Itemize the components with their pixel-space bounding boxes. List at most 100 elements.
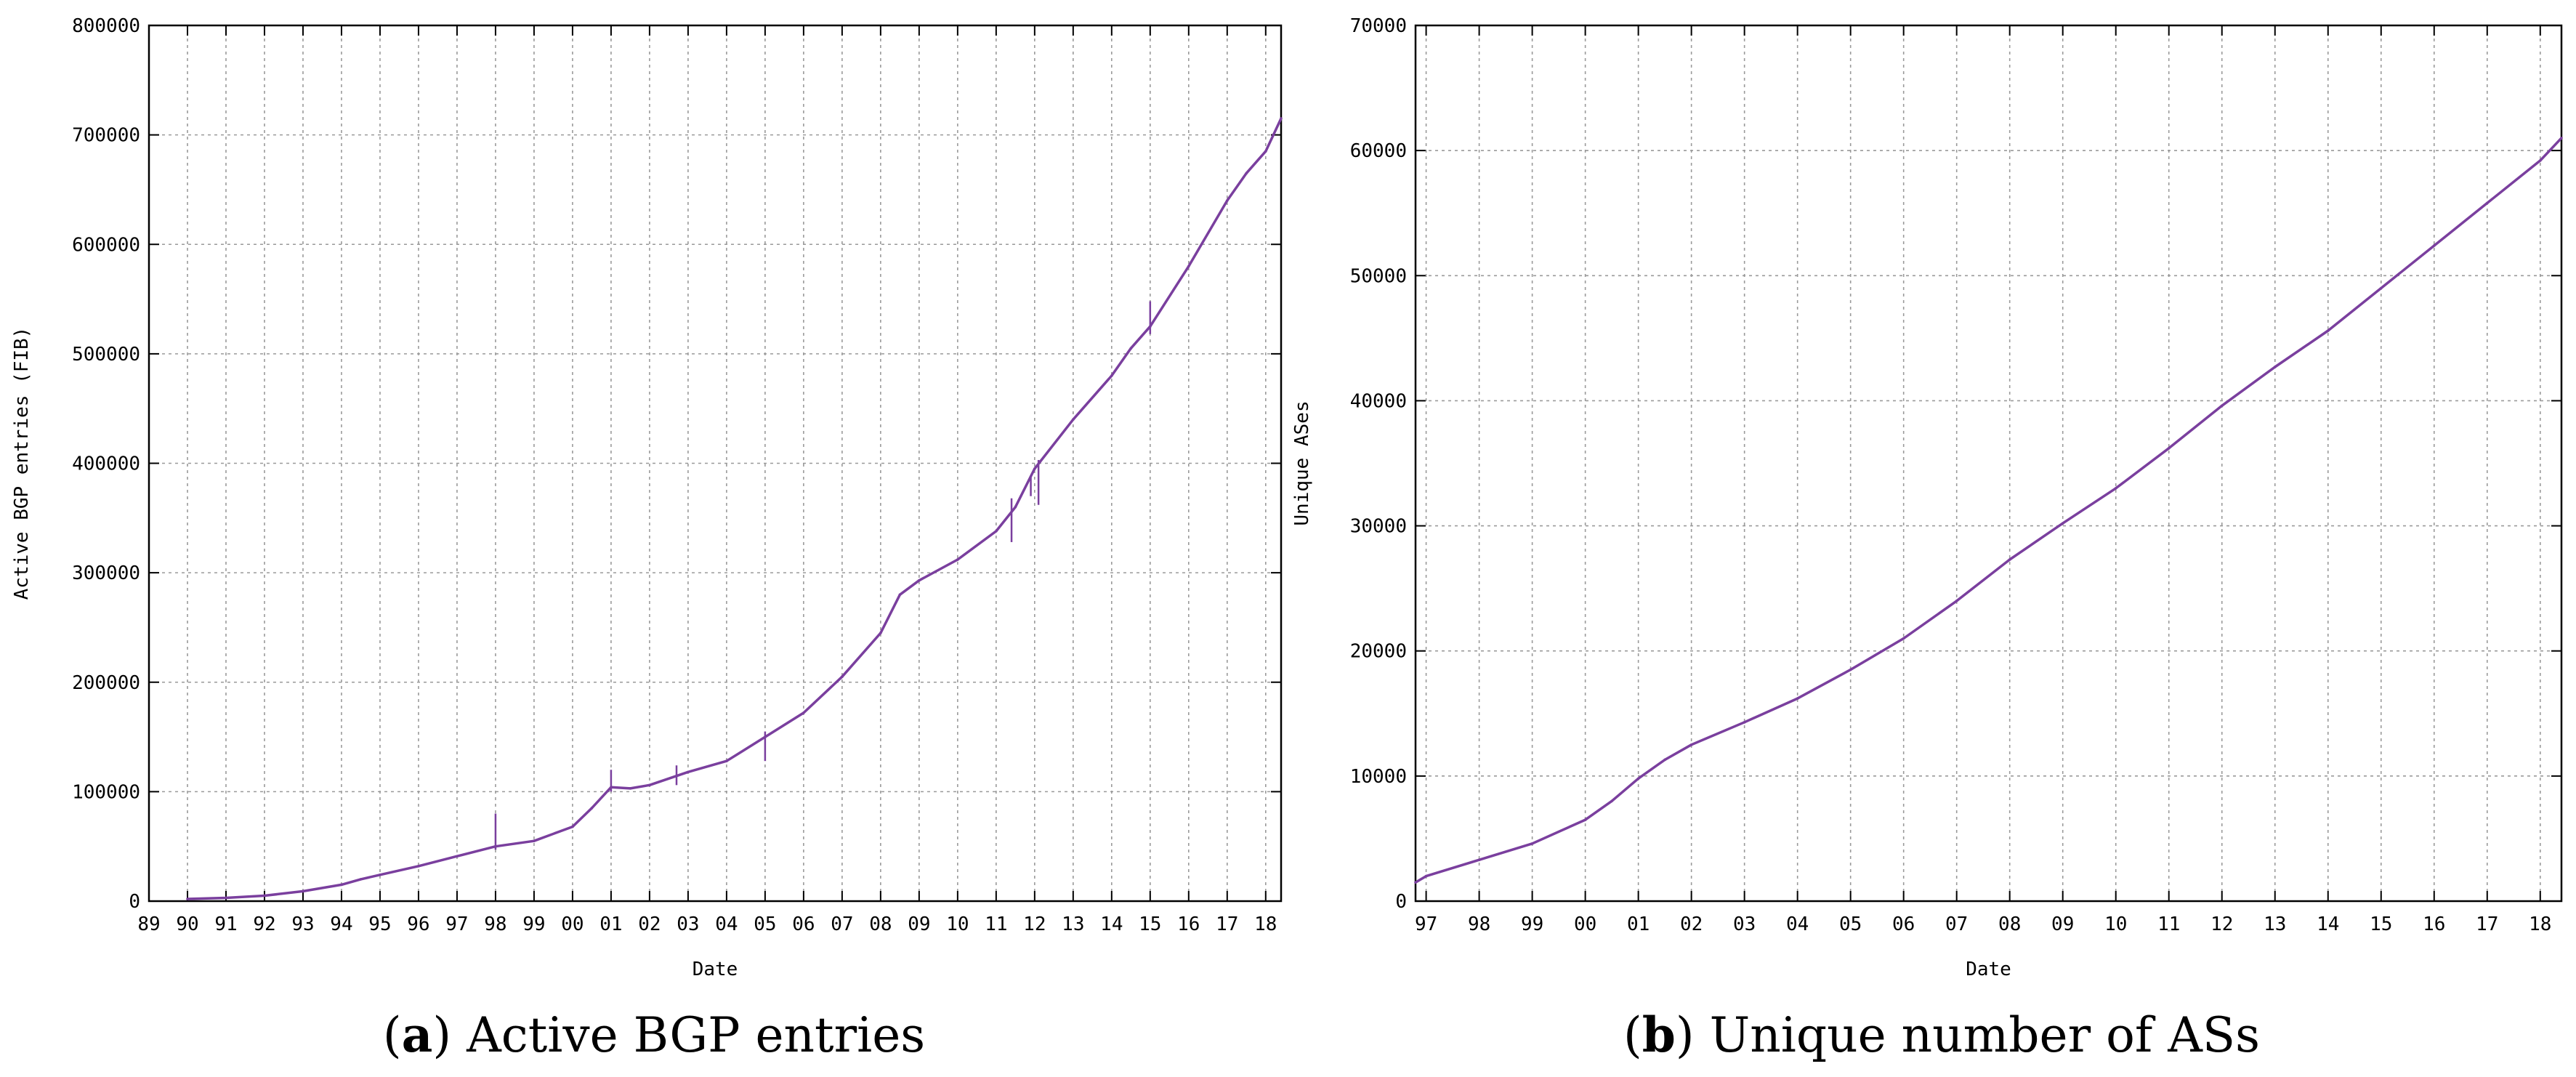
data-point (2432, 244, 2436, 247)
x-tick-label: 00 (561, 913, 584, 935)
y-tick-label: 100000 (72, 781, 140, 803)
data-point (956, 558, 959, 561)
data-point (1033, 467, 1036, 470)
chart-b: 0 10000 20000 30000 40000 50000 60000 70000 97 98… (1291, 15, 2563, 980)
data-point (1129, 347, 1133, 350)
x-tick-label: 12 (2210, 913, 2233, 935)
x-tick-label: 16 (1177, 913, 1200, 935)
x-tick-label: 10 (2104, 913, 2127, 935)
caption-b: (b) Unique number of ASs (1623, 1007, 2260, 1063)
x-tick-label: 99 (1521, 913, 1543, 935)
data-point (359, 878, 363, 881)
data-point (2008, 558, 2011, 561)
x-tick-label: 02 (1680, 913, 1703, 935)
data-point (1072, 418, 1075, 421)
plot-frame (1414, 24, 2563, 903)
data-point (1743, 721, 1746, 724)
data-point (1530, 842, 1534, 845)
x-tick-label: 09 (2051, 913, 2074, 935)
data-point (2326, 329, 2330, 332)
x-tick-label: 97 (445, 913, 468, 935)
data-point (2061, 522, 2064, 525)
data-point (263, 894, 266, 898)
x-tick-label: 13 (1062, 913, 1084, 935)
series-line (1415, 137, 2563, 884)
data-point (2560, 137, 2563, 140)
data-point (340, 883, 343, 887)
y-tick-label: 0 (129, 891, 140, 913)
data-point (2538, 159, 2542, 162)
x-tick-label: 03 (1733, 913, 1756, 935)
x-tick-label: 07 (831, 913, 853, 935)
data-point (533, 839, 536, 842)
data-point (2485, 201, 2489, 205)
y-tick-label: 200000 (72, 672, 140, 694)
x-tick-label: 04 (715, 913, 738, 935)
series-line (187, 118, 1283, 900)
y-tick-label: 800000 (72, 15, 140, 37)
x-tick-label: 98 (484, 913, 506, 935)
x-tick-label: 90 (176, 913, 198, 935)
plot-frame (148, 24, 1283, 903)
y-tick-label: 10000 (1350, 766, 1407, 788)
x-tick-label: 12 (1023, 913, 1046, 935)
data-point (1663, 758, 1666, 762)
x-tick-label: 06 (1892, 913, 1915, 935)
x-tick-label: 15 (1139, 913, 1161, 935)
data-point (1110, 374, 1113, 377)
y-tick-label: 700000 (72, 125, 140, 147)
x-tick-label: 05 (1839, 913, 1862, 935)
x-tick-label: 14 (1100, 913, 1123, 935)
y-tick-label: 40000 (1350, 390, 1407, 412)
data-point (379, 874, 381, 876)
x-axis-title: Date (693, 959, 738, 980)
x-tick-label: 97 (1415, 913, 1437, 935)
x-tick-label: 00 (1574, 913, 1596, 935)
data-point (995, 530, 998, 533)
x-tick-label: 13 (2264, 913, 2286, 935)
y-tick-label: 300000 (72, 562, 140, 584)
caption-b-letter: b (1642, 1007, 1676, 1063)
data-point (1583, 818, 1587, 821)
data-point (802, 711, 805, 714)
y-axis-title: Unique ASes (1291, 400, 1313, 525)
x-tick-label: 99 (522, 913, 545, 935)
data-point (571, 825, 574, 828)
caption-a: (a) Active BGP entries (382, 1007, 926, 1063)
y-tick-label: 60000 (1350, 140, 1407, 162)
data-point (2379, 286, 2383, 290)
data-point (918, 578, 921, 582)
data-point (1245, 172, 1248, 175)
data-point (1689, 743, 1693, 746)
x-tick-label: 17 (2476, 913, 2498, 935)
x-tick-label: 10 (946, 913, 969, 935)
y-tick-label: 30000 (1350, 516, 1407, 538)
caption-b-text: Unique number of ASs (1709, 1007, 2260, 1063)
data-point (841, 675, 844, 679)
data-point (2273, 366, 2277, 368)
x-tick-label: 05 (754, 913, 776, 935)
data-point (186, 898, 189, 900)
data-point (1014, 505, 1017, 509)
data-point (456, 855, 459, 858)
x-tick-label: 94 (330, 913, 352, 935)
data-point (1424, 874, 1428, 878)
data-point (1796, 697, 1799, 700)
y-tick-label: 600000 (72, 234, 140, 256)
data-point (2220, 404, 2224, 408)
data-point (1264, 150, 1267, 153)
x-tick-label: 89 (137, 913, 160, 935)
x-tick-label: 06 (792, 913, 815, 935)
x-tick-label: 18 (1254, 913, 1277, 935)
data-point (2114, 487, 2117, 490)
data-point (2167, 447, 2171, 450)
x-tick-label: 11 (2157, 913, 2180, 935)
x-tick-label: 07 (1945, 913, 1968, 935)
x-tick-label: 02 (638, 913, 661, 935)
x-tick-label: 92 (253, 913, 275, 935)
x-tick-label: 93 (291, 913, 314, 935)
data-point (1636, 777, 1640, 780)
data-point (687, 770, 690, 774)
x-tick-label: 04 (1786, 913, 1809, 935)
